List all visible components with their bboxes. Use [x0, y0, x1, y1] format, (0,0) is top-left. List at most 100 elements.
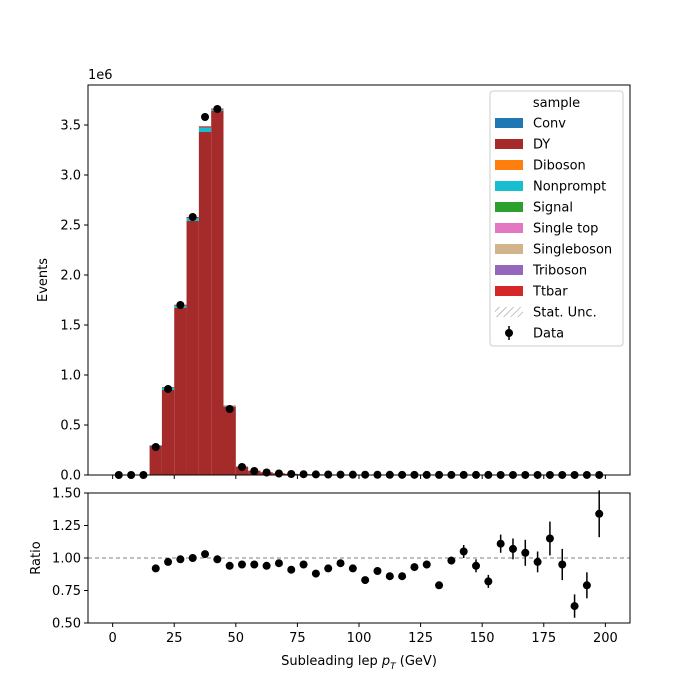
ratio-point [385, 572, 394, 581]
legend-title: sample [533, 96, 580, 111]
ratio-point [164, 557, 173, 566]
ratio-y-tick-label: 1.25 [52, 519, 81, 534]
legend-swatch-nonprompt [495, 181, 523, 191]
legend-swatch-signal [495, 202, 523, 212]
y-tick-label: 2.5 [60, 219, 81, 234]
ratio-point [348, 564, 357, 573]
ratio-point [176, 555, 185, 564]
ratio-point [447, 556, 456, 565]
ratio-point [472, 561, 481, 570]
legend-swatch-stat-unc- [495, 307, 523, 317]
ratio-points [151, 490, 604, 618]
legend-label-data: Data [533, 327, 564, 342]
y-tick-label: 0.0 [60, 469, 81, 484]
legend-swatch-triboson [495, 265, 523, 275]
legend-label-nonprompt: Nonprompt [533, 180, 606, 195]
legend-label-single-top: Single top [533, 222, 598, 237]
x-tick-label: 125 [408, 631, 433, 646]
ratio-x-axis-ticks: 0 25 50 75 100 125 150 175 200 [108, 623, 618, 646]
data-point [188, 213, 197, 221]
x-tick-label: 175 [531, 631, 556, 646]
legend-label-singleboson: Singleboson [533, 243, 612, 258]
legend-label-triboson: Triboson [532, 264, 587, 279]
ratio-y-tick-label: 1.00 [52, 552, 81, 567]
ratio-point [422, 560, 431, 569]
ratio-point [496, 539, 505, 548]
ratio-point [521, 548, 530, 557]
bar-dy [186, 221, 199, 475]
data-point [250, 467, 259, 475]
data-point [299, 470, 308, 479]
ratio-point [459, 547, 468, 556]
legend-label-diboson: Diboson [533, 159, 586, 174]
ratio-point [570, 602, 579, 611]
data-point [237, 463, 246, 471]
x-tick-label: 200 [593, 631, 618, 646]
legend-marker-data [505, 329, 513, 337]
bar-nonprompt [198, 127, 212, 132]
bar-dy [235, 467, 249, 475]
y-tick-label: 1.0 [60, 369, 81, 384]
stacked-histogram [149, 108, 606, 475]
x-tick-label: 50 [228, 631, 245, 646]
ratio-y-axis-ticks: 0.50 0.75 1.00 1.25 1.50 [52, 487, 88, 632]
bar-dy [223, 407, 236, 475]
main-y-axis-ticks: 0.0 0.5 1.0 1.5 2.0 2.5 3.0 3.5 [60, 119, 88, 484]
x-axis-label-main: Subleading lep [281, 654, 382, 669]
ratio-y-tick-label: 1.50 [52, 487, 81, 502]
bar-dy [211, 111, 224, 475]
legend-box [489, 90, 624, 347]
ratio-point [188, 554, 197, 562]
ratio-point [336, 559, 345, 568]
bar-dy [198, 132, 212, 475]
ratio-point [373, 567, 382, 575]
ratio-point [558, 560, 567, 569]
x-axis-label: Subleading lep pT (GeV) [281, 654, 437, 672]
data-point [287, 470, 296, 478]
bar-ttbar [198, 126, 212, 128]
data-point [176, 301, 185, 309]
x-tick-label: 25 [166, 631, 183, 646]
ratio-point [250, 560, 259, 569]
ratio-point [274, 559, 283, 568]
ratio-point [237, 560, 246, 569]
data-point [164, 385, 173, 393]
data-point [225, 405, 234, 413]
main-x-axis-ticks [112, 475, 606, 479]
ratio-point [508, 544, 517, 553]
data-points [114, 105, 604, 479]
legend-swatch-single-top [495, 223, 523, 233]
ratio-point [201, 550, 210, 559]
x-axis-label-sub: T [390, 662, 397, 672]
y-tick-label: 3.5 [60, 119, 81, 134]
x-tick-label: 100 [347, 631, 372, 646]
y-tick-label: 1.5 [60, 319, 81, 334]
x-tick-label: 0 [108, 631, 116, 646]
legend-label-stat-unc-: Stat. Unc. [533, 306, 597, 321]
x-tick-label: 150 [470, 631, 495, 646]
ratio-point [213, 555, 222, 564]
data-point [311, 470, 320, 479]
y-tick-label: 0.5 [60, 419, 81, 434]
main-plot-panel: 0.0 0.5 1.0 1.5 2.0 2.5 3.0 3.5 1e6 Events samp… [36, 68, 631, 484]
data-point [151, 443, 160, 451]
ratio-point [299, 560, 308, 569]
ratio-point [545, 534, 554, 543]
ratio-point [582, 581, 591, 590]
legend-label-conv: Conv [533, 117, 566, 132]
legend-swatch-dy [495, 139, 523, 149]
ratio-y-axis-label: Ratio [29, 541, 44, 574]
ratio-point [262, 561, 271, 570]
data-point [213, 105, 222, 113]
legend-label-signal: Signal [533, 201, 573, 216]
legend-swatch-singleboson [495, 244, 523, 254]
y-offset-label: 1e6 [88, 68, 113, 83]
x-tick-label: 75 [289, 631, 306, 646]
ratio-point [311, 569, 320, 578]
ratio-point [533, 557, 542, 566]
ratio-plot-panel: 0.50 0.75 1.00 1.25 1.50 0 25 50 75 100 125 150 175… [29, 487, 631, 672]
ratio-point [398, 572, 407, 581]
ratio-point [361, 576, 370, 585]
legend-swatch-ttbar [495, 286, 523, 296]
